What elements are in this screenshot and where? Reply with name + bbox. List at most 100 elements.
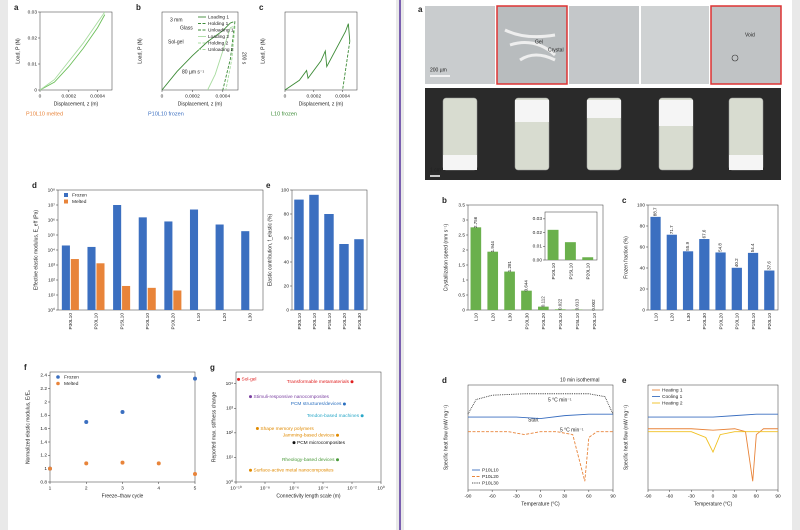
x-tick-label: L30	[247, 313, 253, 321]
y-tick-label: 0	[34, 87, 37, 93]
y-tick-label: 1	[462, 277, 465, 283]
data-label: 71.7	[669, 225, 674, 234]
point-label: Shape memory polymers	[260, 426, 314, 432]
x-tick-label: P30L10	[68, 313, 74, 330]
bar	[731, 267, 742, 310]
photo-label: Gel	[535, 39, 543, 45]
y-tick-label: 3.5	[458, 202, 465, 208]
series-line	[648, 431, 778, 454]
y-tick-label: 20	[640, 286, 646, 292]
x-tick-label: 0	[284, 93, 287, 99]
bar	[96, 263, 105, 310]
x-tick-label: 10⁻⁸	[260, 485, 270, 491]
panel-label: c	[622, 196, 627, 205]
bar	[173, 290, 182, 310]
y-tick-label: 2	[44, 399, 47, 405]
x-axis-label: Displacement, z (m)	[54, 101, 99, 107]
x-tick-label: P20L10	[586, 263, 592, 280]
bar	[547, 229, 559, 260]
data-label: 55.9	[685, 241, 690, 250]
x-tick-label: P10L10	[145, 313, 151, 330]
y-tick-label: 10³	[226, 406, 233, 412]
x-tick-label: 90	[610, 493, 616, 499]
y-tick-label: 1.8	[40, 413, 47, 419]
vial-crystal	[515, 100, 549, 122]
micrograph	[496, 5, 568, 85]
x-tick-label: P20L10	[592, 313, 598, 330]
legend-label: Holding 2	[208, 40, 229, 46]
series-line	[342, 41, 351, 91]
point	[249, 395, 252, 399]
y-axis-label: Load, P (N)	[260, 38, 266, 64]
x-tick-label: P15L10	[327, 313, 333, 330]
point	[249, 468, 252, 472]
x-tick-label: 90	[775, 493, 781, 499]
micrograph	[710, 5, 782, 85]
x-tick-label: P10L20	[342, 313, 348, 330]
data-label: 2.756	[473, 216, 478, 228]
x-axis-label: Temperature (°C)	[694, 501, 733, 507]
bar	[122, 285, 131, 310]
annotations: 3 mm Glass Sol-gel 80 µm s⁻¹ 200 s 10 mi…	[168, 17, 599, 433]
legend-label: Frozen	[64, 374, 79, 380]
annotation: 5 °C min⁻¹	[560, 427, 584, 433]
legend-label: Melted	[64, 381, 79, 387]
y-tick-label: 2.2	[40, 386, 47, 392]
data-label: 54.4	[750, 243, 755, 252]
series-line	[284, 23, 351, 91]
panel-label: c	[259, 3, 264, 12]
bar	[215, 224, 224, 310]
y-tick-label: 10⁰	[48, 307, 55, 313]
x-tick-label: P10L20	[171, 313, 177, 330]
x-tick-label: 10⁻⁶	[289, 485, 299, 491]
bar	[87, 246, 96, 310]
y-tick-label: 10³	[48, 262, 55, 268]
y-tick-label: 20	[284, 283, 290, 289]
void-marker	[731, 54, 739, 62]
x-tick-label: -30	[513, 493, 520, 499]
bar	[309, 194, 319, 310]
x-tick-label: L30	[686, 313, 692, 321]
point-label: Jamming-based devices	[283, 433, 335, 439]
y-tick-label: 1.5	[458, 262, 465, 268]
y-tick-label: 0.03	[28, 9, 38, 15]
bar	[164, 221, 173, 310]
bar	[666, 234, 677, 310]
panel-label: b	[136, 3, 141, 12]
x-tick-label: 0	[539, 493, 542, 499]
legend-label: Heating 1	[662, 387, 683, 393]
x-tick-label: P10L30	[702, 313, 708, 330]
legend-swatch	[56, 375, 60, 379]
x-tick-label: P10L30	[524, 313, 530, 330]
bar	[764, 270, 775, 310]
x-axis-label: Freeze–thaw cycle	[102, 493, 144, 499]
photo-label: Crystal	[548, 47, 564, 53]
annotation: 3 mm	[170, 17, 183, 23]
bar	[538, 306, 549, 310]
y-tick-label: 2	[462, 247, 465, 253]
series-line	[222, 21, 236, 91]
x-tick-label: P10L10	[735, 313, 741, 330]
x-tick-label: P10L20	[541, 313, 547, 330]
bar	[294, 199, 304, 310]
bar	[70, 259, 79, 310]
bar	[61, 245, 70, 310]
bar	[147, 287, 156, 310]
series-line	[468, 413, 613, 419]
annotation: 80 µm s⁻¹	[182, 69, 205, 75]
x-tick-label: 10⁻²	[347, 485, 357, 491]
vial-crystal	[587, 100, 621, 118]
point	[255, 427, 259, 431]
x-tick-label: 0	[161, 93, 164, 99]
y-tick-label: 0	[462, 307, 465, 313]
data-label: 37.6	[766, 261, 771, 270]
point-label: PCM microcomposites	[297, 440, 346, 446]
legend-label: Heating 2	[662, 400, 683, 406]
y-tick-label: 0.00	[533, 257, 543, 263]
x-tick-label: P10L10	[551, 263, 557, 280]
series-line	[39, 11, 106, 91]
panel-label: e	[266, 181, 271, 190]
x-tick-label: L10	[474, 313, 480, 321]
series-line	[230, 25, 236, 29]
point	[84, 420, 89, 424]
